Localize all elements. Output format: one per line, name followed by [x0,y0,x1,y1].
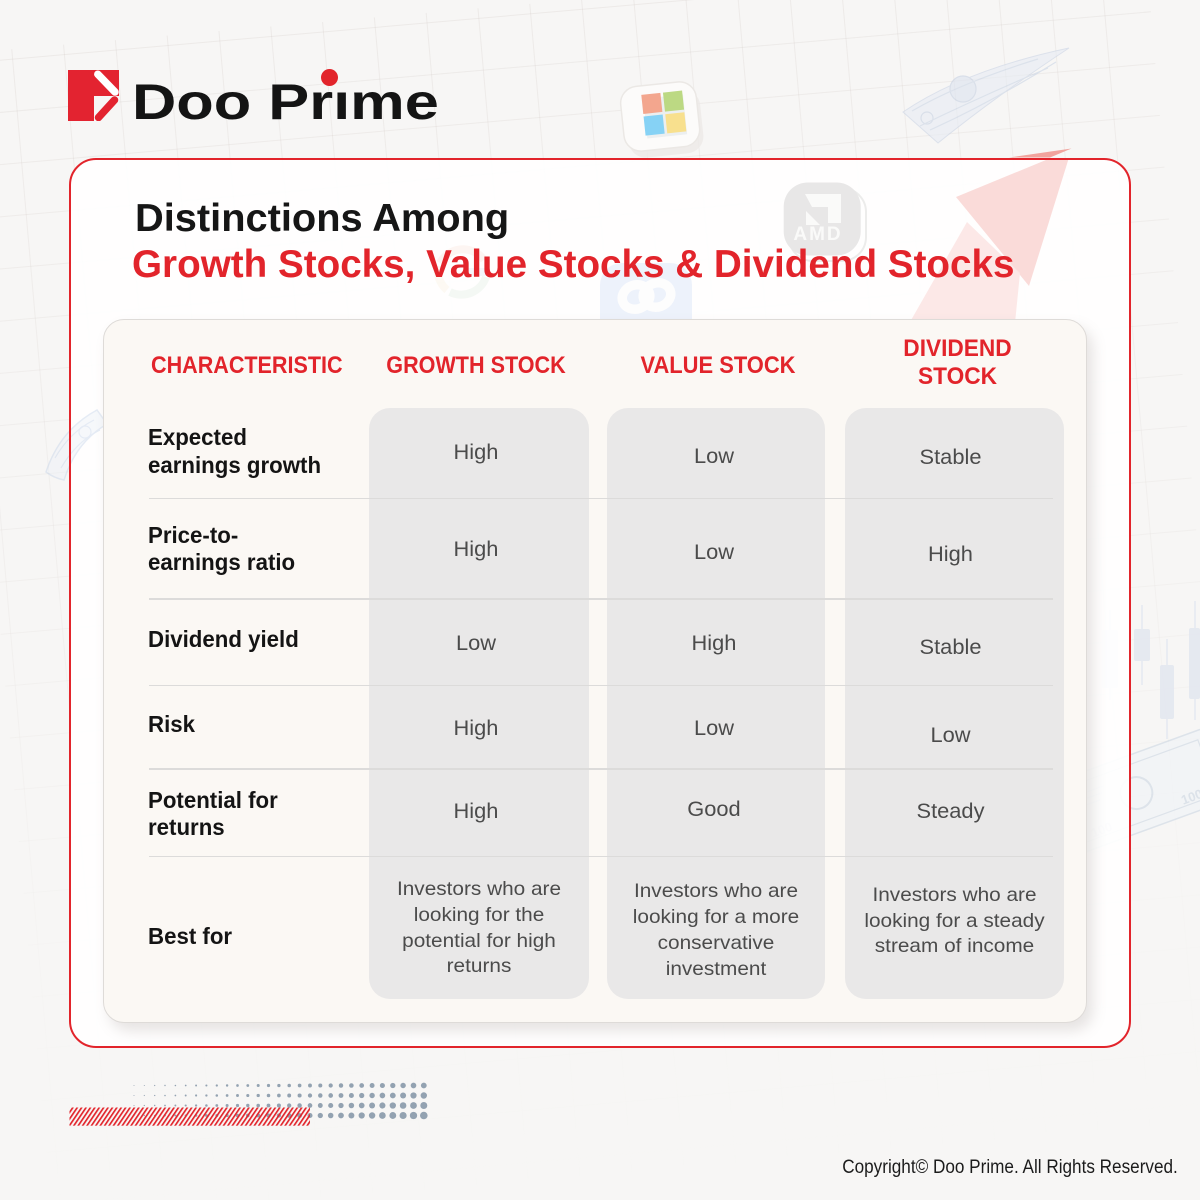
svg-text:100: 100 [1179,786,1200,808]
svg-text:AMD: AMD [793,224,842,245]
